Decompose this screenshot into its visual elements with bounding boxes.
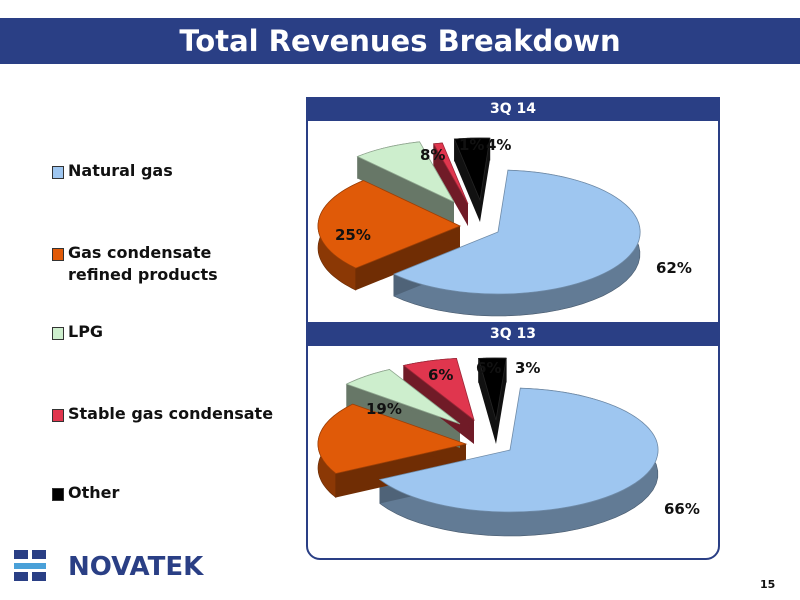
pie-slice-side-1-0 bbox=[355, 226, 460, 291]
legend-swatch bbox=[52, 409, 64, 422]
legend-label: Other bbox=[68, 483, 120, 502]
pie-slice-side-4-1 bbox=[480, 138, 490, 222]
data-label: 1% bbox=[459, 136, 484, 154]
pie-slice-other bbox=[477, 357, 507, 421]
pie-slice-side-1-0 bbox=[335, 444, 466, 498]
legend-label: Gas condensate bbox=[68, 243, 212, 262]
data-label: 19% bbox=[366, 400, 402, 418]
data-label: 25% bbox=[335, 226, 371, 244]
pie-slice-natural-gas bbox=[392, 169, 641, 295]
pie-slice-side-4-1 bbox=[496, 358, 507, 444]
legend-label: refined products bbox=[68, 265, 218, 284]
data-label: 4% bbox=[486, 136, 511, 154]
legend-label: LPG bbox=[68, 322, 104, 341]
legend-swatch bbox=[52, 327, 64, 340]
pie-slice-lpg bbox=[356, 141, 455, 203]
data-label: 3% bbox=[515, 359, 540, 377]
pie-slice-side-4-0 bbox=[478, 358, 496, 444]
pie-slice-side-4-0 bbox=[454, 139, 480, 222]
logo-text: NOVATEK bbox=[68, 552, 204, 582]
legend-swatch bbox=[52, 248, 64, 261]
legend-swatch bbox=[52, 488, 64, 501]
legend-label: Stable gas condensate bbox=[68, 404, 274, 423]
chart-title-3q14: 3Q 14 bbox=[306, 97, 720, 121]
pie-slice-side-3-0 bbox=[403, 365, 474, 444]
pie-3q14: 62% 25% 8% 1% 4% bbox=[317, 136, 692, 317]
pie-slice-lpg bbox=[345, 369, 461, 425]
pie-slice-stable-gas-condensate bbox=[432, 142, 469, 205]
pie-slice-natural-gas bbox=[378, 387, 659, 513]
data-label: 6% bbox=[428, 366, 453, 384]
page-title: Total Revenues Breakdown bbox=[179, 24, 621, 58]
legend-label: Natural gas bbox=[68, 161, 173, 180]
pie-slice-gas-condensate-refined-products bbox=[317, 180, 461, 269]
data-label: 66% bbox=[664, 500, 700, 518]
chart-title-3q13: 3Q 13 bbox=[306, 322, 720, 346]
pie-slice-side-2-0 bbox=[357, 156, 454, 224]
pie-slice-other bbox=[453, 137, 491, 202]
pie-slice-gas-condensate-refined-products bbox=[317, 403, 468, 474]
pie-slice-stable-gas-condensate bbox=[402, 357, 475, 422]
legend-swatch bbox=[52, 166, 64, 179]
title-banner: Total Revenues Breakdown bbox=[0, 18, 800, 64]
pie-3q13: 66% 19% 6% 6% 3% bbox=[317, 357, 700, 537]
data-label: 6% bbox=[476, 359, 501, 377]
data-label: 62% bbox=[656, 259, 692, 277]
data-label: 8% bbox=[420, 146, 445, 164]
novatek-logo-icon bbox=[14, 550, 46, 581]
page-number: 15 bbox=[760, 578, 776, 591]
